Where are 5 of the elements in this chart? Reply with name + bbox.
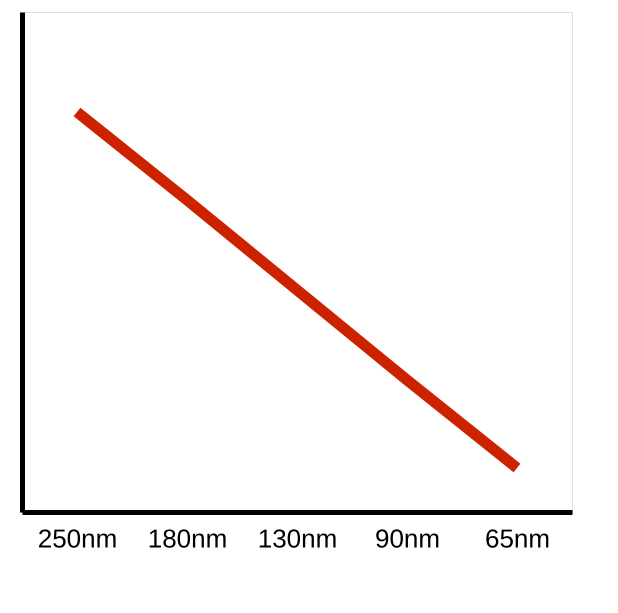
x-tick-label: 250nm [38,524,118,554]
x-tick-label: 90nm [374,524,440,554]
x-tick-label: 130nm [258,524,338,554]
x-tick-label: 180nm [148,524,228,554]
x-tick-label: 65nm [484,524,550,554]
